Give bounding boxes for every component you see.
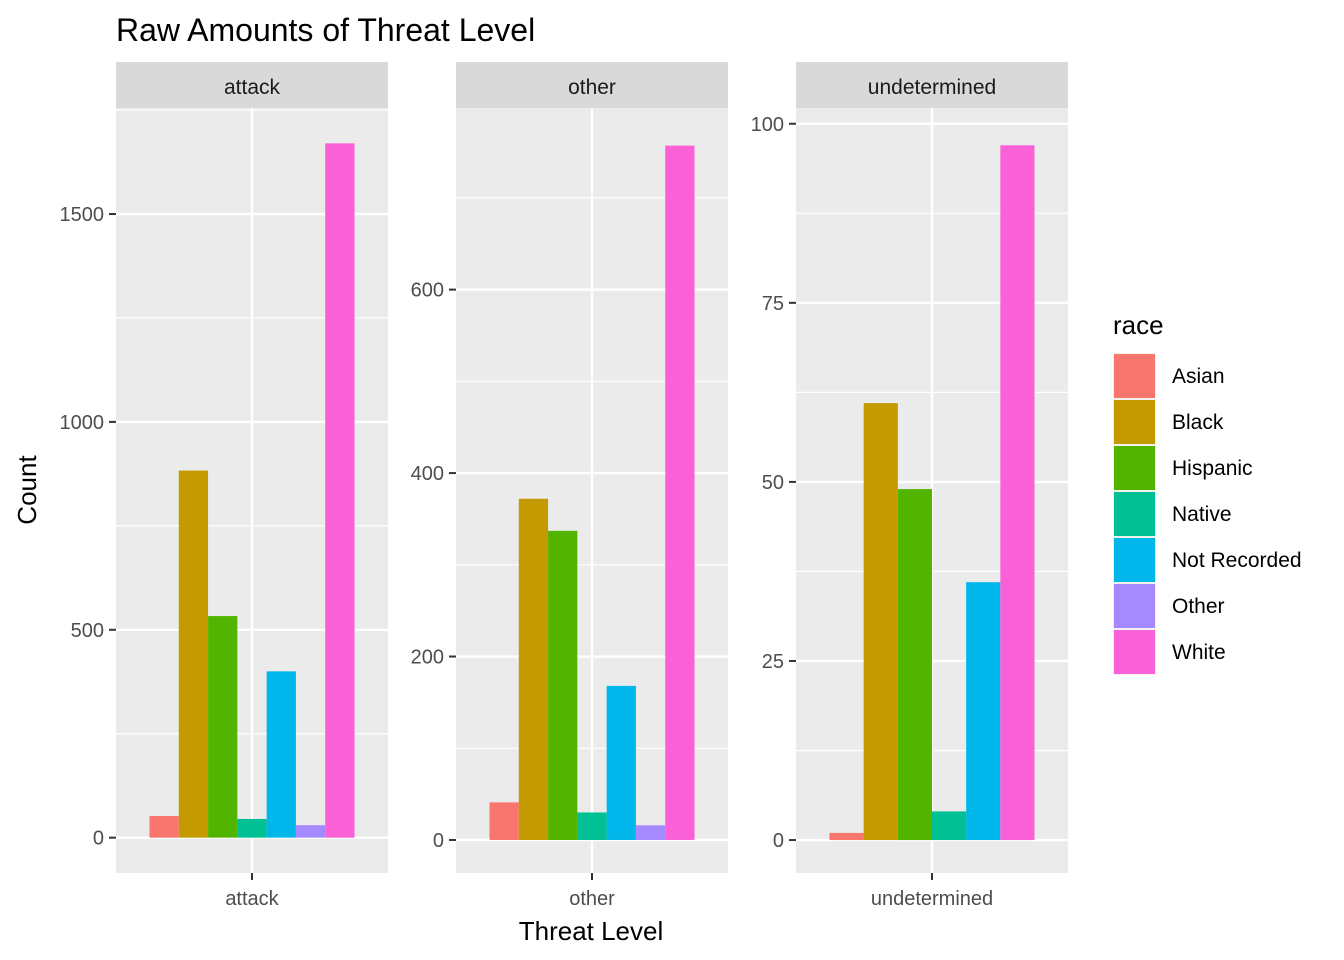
- legend-item-white: White: [1113, 629, 1226, 675]
- bar-attack-not-recorded: [266, 671, 296, 838]
- y-tick-label: 75: [762, 293, 784, 315]
- legend-label: Black: [1172, 411, 1224, 434]
- facet-panel-undetermined: 0 25 50 75 100 undetermined undetermined: [751, 62, 1068, 910]
- y-tick-label: 400: [411, 463, 444, 485]
- legend-title: race: [1113, 310, 1164, 340]
- bar-other-white: [665, 145, 695, 840]
- legend-item-hispanic: Hispanic: [1113, 445, 1253, 491]
- bar-attack-asian: [149, 816, 179, 838]
- x-tick-label: other: [569, 888, 615, 910]
- legend-label: Other: [1172, 595, 1225, 618]
- y-tick-label: 200: [411, 647, 444, 669]
- bar-undetermined-black: [863, 403, 898, 841]
- legend-swatch: [1114, 492, 1155, 536]
- bar-other-other: [635, 825, 666, 840]
- legend-swatch: [1114, 354, 1155, 398]
- y-axis-title: Count: [12, 455, 42, 525]
- facet-strip: [456, 62, 728, 108]
- bar-other-black: [518, 498, 549, 840]
- legend: Asian Black Hispanic Native Not Recorded Othe…: [1113, 353, 1302, 675]
- legend-item-asian: Asian: [1113, 353, 1225, 399]
- bar-other-native: [577, 812, 607, 840]
- legend-item-native: Native: [1113, 491, 1232, 537]
- x-tick-label: attack: [225, 888, 279, 910]
- legend-label: White: [1172, 641, 1226, 664]
- bar-attack-other: [295, 825, 326, 838]
- bar-undetermined-native: [932, 811, 967, 841]
- legend-item-other: Other: [1113, 583, 1225, 629]
- chart-title: Raw Amounts of Threat Level: [116, 12, 535, 48]
- facet-strip-label: attack: [224, 76, 281, 99]
- y-tick-label: 1500: [60, 204, 105, 226]
- legend-label: Asian: [1172, 365, 1225, 388]
- bar-other-not-recorded: [606, 685, 636, 840]
- bar-attack-native: [237, 818, 267, 838]
- legend-item-black: Black: [1113, 399, 1224, 445]
- facet-panel-attack: 0 500 1000 1500 attack attack: [60, 62, 388, 910]
- bar-undetermined-asian: [829, 832, 864, 841]
- legend-swatch: [1114, 446, 1155, 490]
- y-tick-label: 0: [773, 830, 784, 852]
- bar-attack-hispanic: [208, 616, 238, 838]
- facet-strip: [796, 62, 1068, 108]
- legend-swatch: [1114, 538, 1155, 582]
- y-tick-label: 100: [751, 114, 784, 136]
- x-axis-title: Threat Level: [519, 916, 664, 946]
- y-tick-label: 0: [433, 830, 444, 852]
- bar-attack-black: [178, 470, 209, 838]
- legend-label: Not Recorded: [1172, 549, 1302, 572]
- legend-swatch: [1114, 400, 1155, 444]
- y-tick-label: 0: [93, 828, 104, 850]
- legend-swatch: [1114, 630, 1155, 674]
- legend-label: Native: [1172, 503, 1232, 526]
- y-tick-label: 50: [762, 472, 784, 494]
- y-tick-label: 500: [71, 620, 104, 642]
- bar-undetermined-white: [1000, 145, 1035, 841]
- bar-undetermined-hispanic: [897, 489, 932, 841]
- facet-strip-label: other: [568, 76, 616, 99]
- y-tick-label: 600: [411, 280, 444, 302]
- x-tick-label: undetermined: [871, 888, 993, 910]
- facet-strip-label: undetermined: [868, 76, 996, 99]
- legend-label: Hispanic: [1172, 457, 1253, 480]
- legend-item-not-recorded: Not Recorded: [1113, 537, 1302, 583]
- bar-other-hispanic: [548, 530, 578, 840]
- legend-swatch: [1114, 584, 1155, 628]
- facet-panels: 050010001500attackattack0200400600othero…: [60, 62, 1068, 910]
- facet-strip: [116, 62, 388, 108]
- y-tick-label: 1000: [60, 412, 105, 434]
- bar-attack-white: [325, 143, 355, 838]
- facet-panel-other: 0 200 400 600 other other: [411, 62, 728, 910]
- bar-undetermined-not-recorded: [966, 582, 1001, 841]
- bar-other-asian: [489, 802, 519, 840]
- y-tick-label: 25: [762, 651, 784, 673]
